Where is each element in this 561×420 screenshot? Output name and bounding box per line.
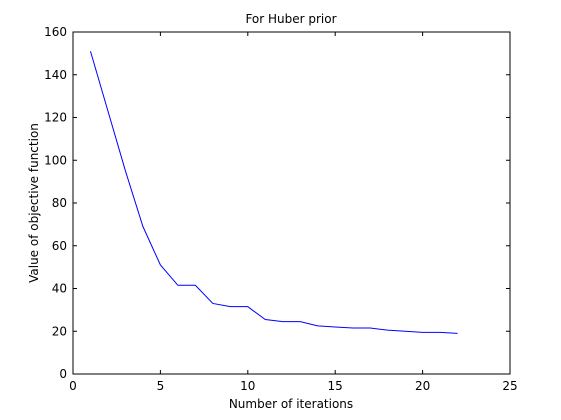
x-tick-label: 0 (69, 379, 77, 393)
data-point (90, 51, 91, 52)
data-point (335, 326, 336, 327)
data-point (387, 330, 388, 331)
x-tick-label: 20 (415, 379, 430, 393)
data-point (422, 332, 423, 333)
data-point (440, 332, 441, 333)
data-point (142, 226, 143, 227)
y-tick-label: 80 (52, 196, 67, 210)
data-point (160, 264, 161, 265)
x-axis-label: Number of iterations (229, 397, 353, 411)
y-tick-label: 0 (59, 367, 67, 381)
y-tick-label: 40 (52, 282, 67, 296)
x-tick-label: 15 (328, 379, 343, 393)
plot-area-border (72, 31, 511, 375)
data-point (247, 306, 248, 307)
data-point (195, 285, 196, 286)
data-point (370, 328, 371, 329)
x-tick-label: 10 (240, 379, 255, 393)
data-point (177, 285, 178, 286)
data-point (265, 319, 266, 320)
data-point (125, 170, 126, 171)
series-layer (90, 51, 458, 334)
data-point (107, 111, 108, 112)
series-line (90, 51, 458, 334)
data-point (352, 328, 353, 329)
y-tick-label: 20 (52, 324, 67, 338)
y-tick-label: 100 (44, 153, 67, 167)
chart-title: For Huber prior (245, 12, 336, 26)
y-axis-label: Value of objective function (27, 123, 41, 283)
data-point (230, 306, 231, 307)
data-point (317, 325, 318, 326)
x-tick-label: 5 (157, 379, 165, 393)
data-point (212, 303, 213, 304)
data-point (300, 321, 301, 322)
x-tick-label: 25 (502, 379, 517, 393)
y-tick-label: 60 (52, 239, 67, 253)
data-point (457, 333, 458, 334)
y-tick-label: 140 (44, 68, 67, 82)
data-point (405, 331, 406, 332)
y-tick-label: 160 (44, 25, 67, 39)
tick-layer: 0 5 10 15 20 25 0 20 40 60 80 100 120 140 160 (44, 25, 518, 393)
y-tick-label: 120 (44, 111, 67, 125)
plot-area-background (73, 32, 510, 374)
data-point (282, 321, 283, 322)
